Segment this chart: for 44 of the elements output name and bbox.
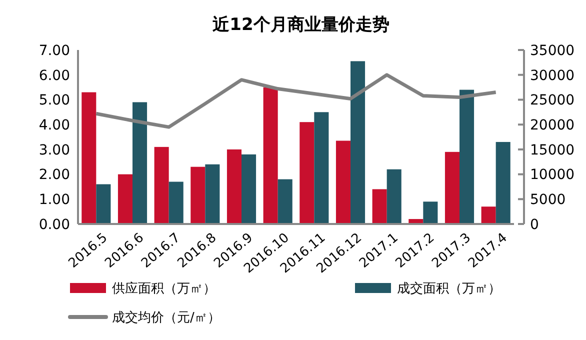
bar — [132, 102, 148, 224]
y-tick-label: 6.00 — [38, 68, 70, 84]
bar — [314, 112, 329, 224]
bar — [336, 140, 350, 224]
bar — [350, 61, 366, 224]
line-series — [94, 73, 498, 129]
y2-tick-label: 20000 — [530, 117, 575, 134]
bar — [168, 182, 184, 224]
bar — [205, 164, 220, 224]
bar — [423, 202, 438, 224]
legend-label: 供应面积（万㎡） — [112, 280, 216, 297]
y2-tick-label: 30000 — [530, 68, 575, 84]
y2-tick-label: 5000 — [530, 192, 566, 208]
bar — [154, 146, 169, 224]
y-tick-label: 7.00 — [38, 42, 70, 59]
y-tick-label: 4.00 — [38, 117, 70, 134]
bar — [496, 142, 510, 224]
bar — [460, 90, 474, 224]
y2-tick-label: 10000 — [530, 167, 575, 184]
bar — [481, 206, 496, 224]
bar — [82, 92, 96, 224]
bar — [444, 152, 460, 224]
chart-title: 近12个月商业量价走势 — [212, 15, 390, 35]
y-tick-label: 2.00 — [38, 167, 70, 184]
y-tick-label: 3.00 — [38, 142, 70, 158]
y-tick-label: 0.00 — [38, 216, 70, 233]
y2-tick-label: 15000 — [530, 142, 575, 158]
bar — [96, 184, 111, 224]
bar — [263, 87, 278, 224]
bar — [372, 189, 387, 224]
y-tick-label: 1.00 — [38, 192, 70, 208]
bar — [242, 154, 256, 224]
bar — [278, 179, 292, 224]
y-tick-label: 5.00 — [38, 92, 70, 109]
bar — [118, 174, 132, 224]
bar — [300, 122, 314, 224]
legend-label: 成交均价（元/㎡） — [112, 310, 220, 326]
bar — [190, 166, 206, 224]
legend-label: 成交面积（万㎡） — [397, 280, 501, 297]
bar — [386, 169, 402, 224]
bar — [226, 149, 242, 224]
y2-tick-label: 0 — [530, 216, 539, 233]
y2-tick-label: 25000 — [530, 92, 575, 109]
y2-tick-label: 35000 — [530, 42, 575, 59]
